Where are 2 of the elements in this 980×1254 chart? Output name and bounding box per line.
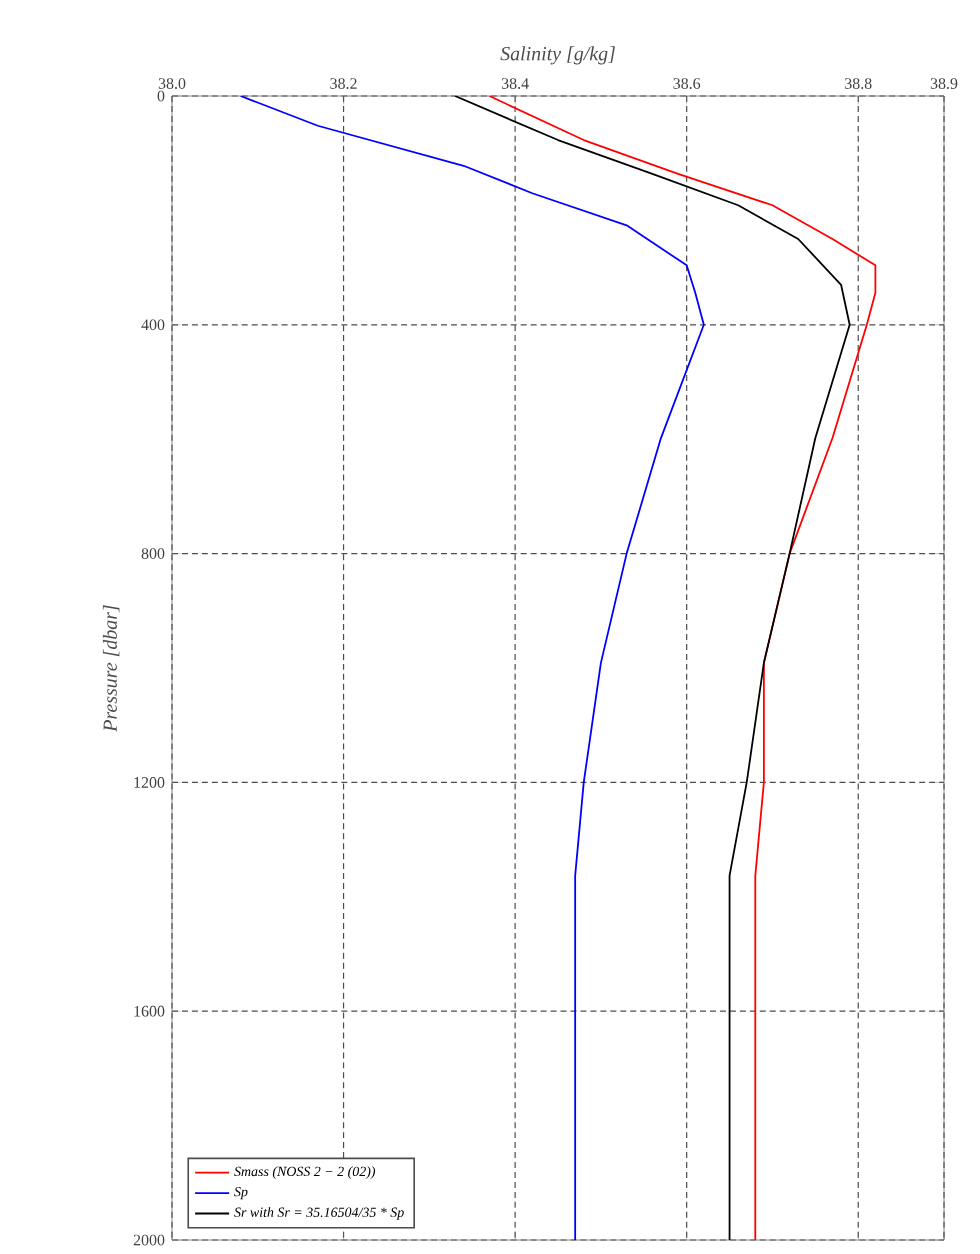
y-axis-title: Pressure [dbar] — [102, 605, 120, 732]
x-axis-title: Salinity [g/kg] — [500, 46, 615, 65]
